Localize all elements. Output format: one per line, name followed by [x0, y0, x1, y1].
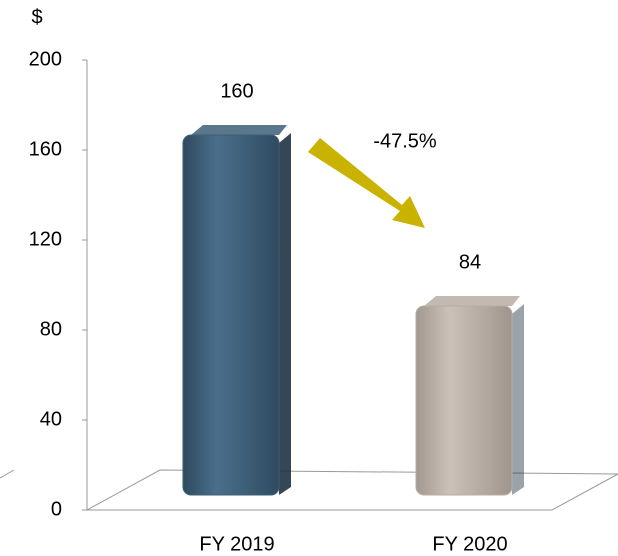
floor [86, 469, 618, 511]
value-label: 84 [459, 251, 481, 273]
bar [182, 134, 280, 496]
y-tick-label: 40 [40, 408, 62, 430]
annotation: -47.5% [373, 130, 437, 152]
floor-edge [0, 469, 15, 479]
y-tick-label: 80 [40, 318, 62, 340]
bar-top [191, 125, 287, 135]
bar-side [512, 304, 524, 495]
x-tick-label: FY 2019 [199, 533, 274, 555]
value-label: 160 [220, 80, 253, 102]
y-tick-label: 200 [29, 48, 62, 70]
x-tick-label: FY 2020 [432, 533, 507, 555]
y-tick-label: 160 [29, 138, 62, 160]
bar-side [279, 133, 291, 495]
bar-top [424, 296, 520, 306]
y-tick-label: 120 [29, 228, 62, 250]
y-axis-label: $ [31, 6, 42, 28]
arrow [308, 138, 425, 228]
y-tick-label: 0 [51, 498, 62, 520]
bar [415, 305, 513, 496]
